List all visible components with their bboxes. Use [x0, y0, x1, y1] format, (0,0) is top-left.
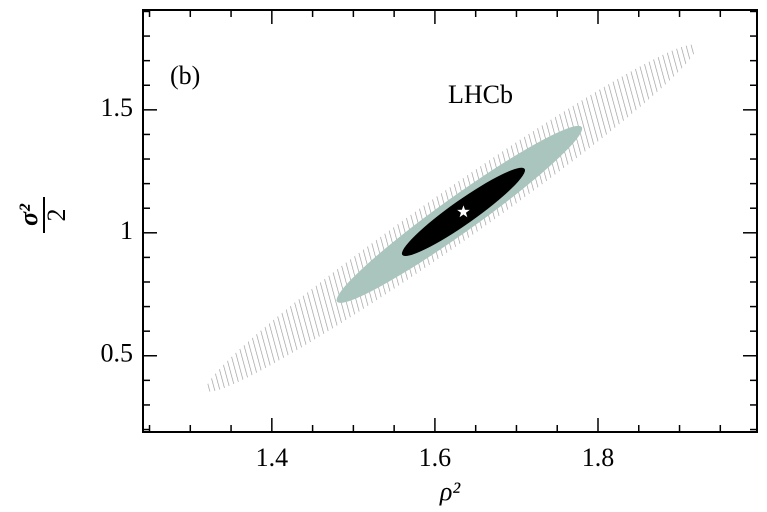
y-tick-label: 0.5 [101, 339, 134, 368]
best-fit-star [455, 203, 472, 219]
y-axis-label: σ² 2 [14, 197, 71, 233]
x-axis-label: ρ² [439, 477, 461, 506]
experiment-label: LHCb [448, 80, 513, 109]
x-tick-label: 1.4 [256, 443, 289, 472]
x-tick-label: 1.6 [419, 443, 452, 472]
panel-label: (b) [170, 61, 200, 90]
y-label-numerator: σ² [14, 203, 43, 226]
y-tick-label: 1.5 [101, 93, 134, 122]
y-label-denominator: 2 [42, 209, 71, 222]
plot-frame [142, 9, 758, 433]
plot-area [206, 44, 697, 392]
y-tick-label: 1 [120, 216, 133, 245]
x-tick-label: 1.8 [582, 443, 615, 472]
